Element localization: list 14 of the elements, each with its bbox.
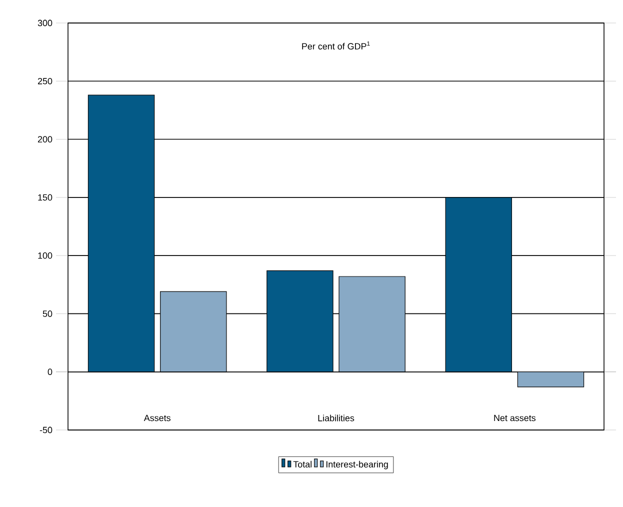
y-tick-label: 250 xyxy=(38,78,52,84)
y-tick-label: 150 xyxy=(38,194,52,201)
text: Per cent of GDP$^{1}$ xyxy=(302,42,370,50)
y-tick-label: -50 xyxy=(40,426,52,434)
y-tick-label: 200 xyxy=(38,136,52,142)
y-tick-label: 50 xyxy=(42,310,52,317)
y-tick-label: 100 xyxy=(38,252,52,259)
legend-label: Interest-bearing xyxy=(326,460,388,470)
x-tick-label: Net assets xyxy=(494,414,536,422)
y-tick-label: 0 xyxy=(48,368,52,376)
x-tick-label: Assets xyxy=(144,414,170,422)
legend-label: Total xyxy=(293,460,312,468)
y-tick-label: 300 xyxy=(38,20,52,26)
x-tick-label: Liabilities xyxy=(318,414,354,422)
